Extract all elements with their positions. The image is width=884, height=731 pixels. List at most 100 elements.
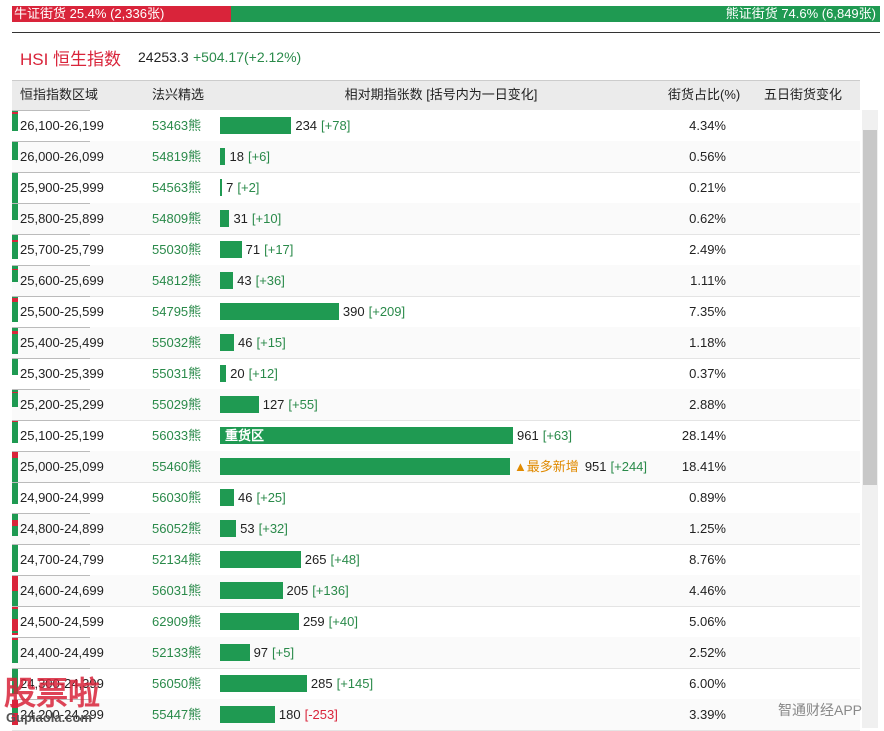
table-row: 24,700-24,799 52134熊 265 [+48] 8.76% [12, 544, 860, 576]
pick-link[interactable]: 55029熊 [152, 397, 202, 412]
pick-link[interactable]: 52133熊 [152, 645, 202, 660]
spark-bar [12, 607, 18, 609]
pick-link[interactable]: 55032熊 [152, 335, 202, 350]
spark-base [12, 668, 90, 669]
scrollbar-thumb[interactable] [863, 130, 877, 485]
spark-bar [12, 392, 18, 393]
range-cell: 25,700-25,799 [20, 242, 104, 257]
share-cell: 2.52% [689, 645, 726, 660]
spark-bar [12, 708, 18, 710]
spark-bar [12, 586, 18, 591]
spark-bar [12, 486, 18, 496]
divider [12, 32, 880, 33]
bull-label: 牛证街货 25.4% (2,336张) [14, 6, 165, 21]
spark-base [12, 110, 90, 111]
count-value: 71 [245, 242, 261, 257]
change-value: [+78] [321, 118, 351, 133]
change-value: [+136] [312, 583, 349, 598]
change-value: [+209] [368, 304, 406, 319]
count-value: 390 [342, 304, 365, 319]
change-value: [+10] [251, 211, 282, 226]
spark-bar [12, 422, 18, 425]
spark-bar [12, 640, 18, 650]
range-cell: 24,700-24,799 [20, 552, 104, 567]
count-bar [220, 117, 292, 134]
table-header [12, 80, 860, 110]
spark-bar [12, 111, 18, 112]
count-bar [220, 334, 235, 351]
spark-bar [12, 518, 18, 520]
range-cell: 24,600-24,699 [20, 583, 104, 598]
spark-bar [12, 205, 18, 206]
spark-bar [12, 206, 18, 207]
pick-link[interactable]: 56033熊 [152, 428, 202, 443]
spark-bar [12, 142, 18, 143]
price: 24253.3 [138, 49, 189, 65]
range-cell: 25,600-25,699 [20, 273, 104, 288]
spark-bar [12, 514, 18, 515]
pick-link[interactable]: 55447熊 [152, 707, 202, 722]
pick-link[interactable]: 55031熊 [152, 366, 202, 381]
count-value: 259 [302, 614, 325, 629]
table-row: 25,000-25,099 55460熊 ▲最多新增 951 [+244] 18.41% [12, 451, 860, 492]
change-value: [+2] [237, 180, 260, 195]
range-cell: 24,800-24,899 [20, 521, 104, 536]
spark-bar [12, 526, 18, 536]
table-row: 24,800-24,899 56052熊 53 [+32] 1.25% [12, 513, 860, 545]
range-cell: 25,100-25,199 [20, 428, 104, 443]
count-label: 234 [+78] [295, 110, 350, 141]
count-bar [220, 706, 275, 723]
count-label: 961 [+63] [517, 420, 572, 451]
pick-link[interactable]: 53463熊 [152, 118, 202, 133]
col-head: 五日街货变化 [764, 87, 843, 102]
spark-bar [12, 704, 18, 708]
spark-bar [12, 329, 18, 331]
pick-link[interactable]: 56031熊 [152, 583, 202, 598]
count-value: 31 [233, 211, 248, 226]
pick-link[interactable]: 55030熊 [152, 242, 202, 257]
pick-link[interactable]: 54812熊 [152, 273, 202, 288]
spark-base [12, 606, 90, 607]
share-cell: 0.21% [689, 180, 726, 195]
spark-base [12, 389, 90, 390]
share-cell: 5.06% [689, 614, 726, 629]
pick-link[interactable]: 54563熊 [152, 180, 202, 195]
spark-bar [12, 344, 18, 354]
count-value: 20 [230, 366, 245, 381]
change-value: [+244] [610, 459, 648, 474]
table-row: 25,900-25,999 54563熊 7 [+2] 0.21% [12, 172, 860, 205]
spark-bar [12, 713, 18, 725]
count-value: 205 [286, 583, 309, 598]
count-bar [220, 551, 301, 568]
spark-base [12, 141, 90, 142]
spark-bar [12, 551, 18, 554]
title: HSI 恒生指数 [20, 50, 122, 69]
table-row: 24,600-24,699 56031熊 205 [+136] 4.46% [12, 575, 860, 609]
pick-link[interactable]: 54795熊 [152, 304, 202, 319]
spark-base [12, 203, 90, 204]
pick-link[interactable]: 56030熊 [152, 490, 202, 505]
spark-bar [12, 208, 18, 220]
count-label: 285 [+145] [311, 668, 373, 699]
spark-base [12, 482, 90, 483]
pick-link[interactable]: 56050熊 [152, 676, 202, 691]
pick-link[interactable]: 62909熊 [152, 614, 202, 629]
pick-link[interactable]: 55460熊 [152, 459, 202, 474]
spark-bar [12, 483, 18, 484]
spark-bar [12, 270, 18, 282]
pick-link[interactable]: 52134熊 [152, 552, 202, 567]
table-row: 25,500-25,599 54795熊 390 [+209] 7.35% [12, 296, 860, 328]
col-head: 相对期指张数 [括号内为一日变化] [344, 87, 538, 102]
spark-bar [12, 676, 18, 686]
spark-bar [12, 564, 18, 572]
table-row: 25,100-25,199 56033熊 重货区 961 [+63] 28.14% [12, 420, 860, 452]
pick-link[interactable]: 54809熊 [152, 211, 202, 226]
range-cell: 25,500-25,599 [20, 304, 104, 319]
spark-bar [12, 669, 18, 670]
count-label: 390 [+209] [343, 296, 405, 327]
pick-link[interactable]: 54819熊 [152, 149, 202, 164]
spark-bar [12, 112, 18, 114]
count-bar [220, 582, 283, 599]
pick-link[interactable]: 56052熊 [152, 521, 202, 536]
table-row: 25,200-25,299 55029熊 127 [+55] 2.88% [12, 389, 860, 421]
